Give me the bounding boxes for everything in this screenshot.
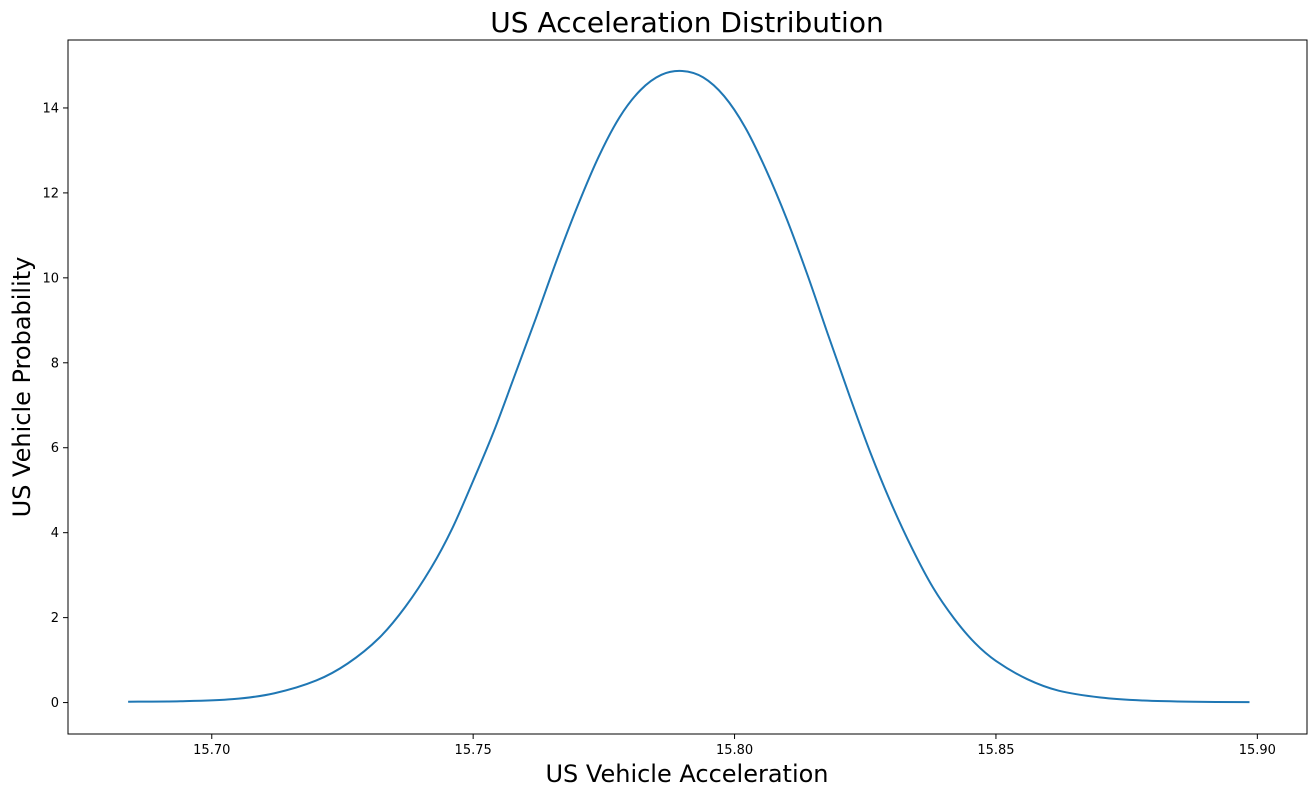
y-tick-label: 14 [42, 101, 59, 116]
chart-title: US Acceleration Distribution [490, 6, 883, 39]
y-tick-label: 6 [51, 441, 59, 456]
y-tick-label: 12 [42, 186, 59, 201]
plot-area [128, 69, 1250, 704]
x-axis-label: US Vehicle Acceleration [545, 760, 828, 788]
series-line [128, 69, 1250, 704]
y-tick-label: 2 [51, 611, 59, 626]
y-axis-label: US Vehicle Probability [8, 257, 36, 518]
x-tick-label: 15.90 [1239, 743, 1276, 758]
x-tick-label: 15.75 [455, 743, 492, 758]
axes-frame [67, 39, 1308, 735]
x-axis-ticks: 15.70 15.75 15.80 15.85 15.90 [193, 734, 1276, 758]
x-tick-label: 15.80 [716, 743, 753, 758]
y-tick-label: 8 [51, 356, 59, 371]
y-tick-label: 4 [51, 526, 59, 541]
y-tick-label: 10 [42, 271, 59, 286]
x-tick-label: 15.70 [193, 743, 230, 758]
x-tick-label: 15.85 [977, 743, 1014, 758]
y-tick-label: 0 [51, 696, 59, 711]
y-axis-ticks: 0 2 4 6 8 10 12 14 [42, 101, 68, 711]
